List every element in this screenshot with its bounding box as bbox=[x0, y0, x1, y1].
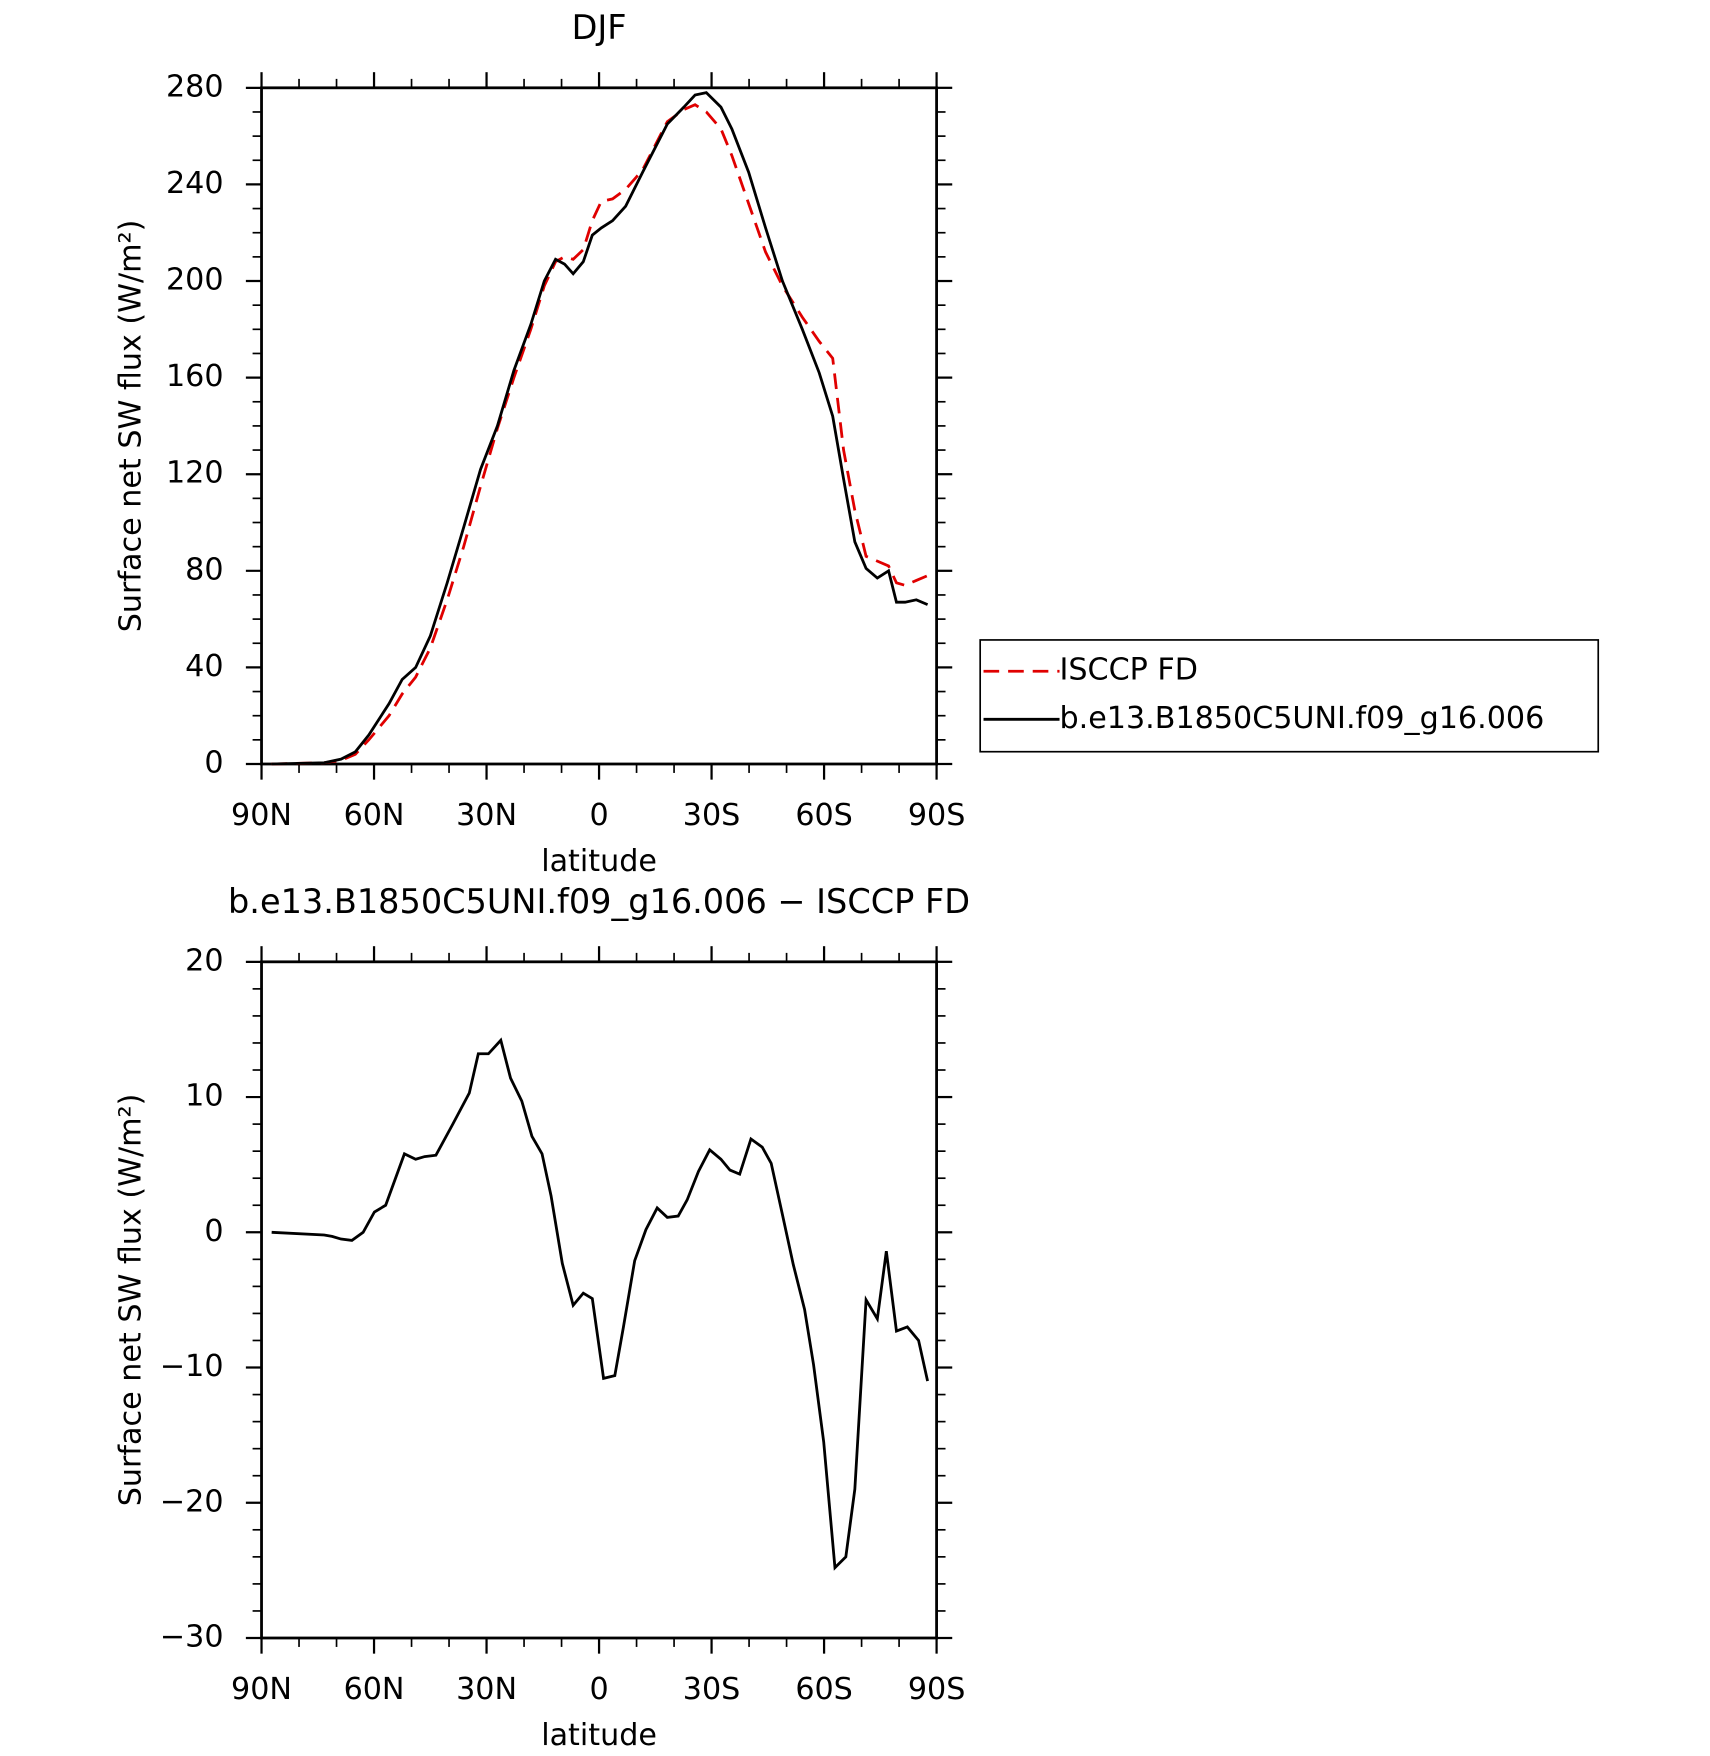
data-line bbox=[271, 91, 929, 766]
plot-frame bbox=[260, 86, 938, 766]
x-tick-label: 90N bbox=[231, 798, 292, 833]
plot-frame bbox=[260, 960, 938, 1640]
x-tick-label: 0 bbox=[589, 798, 608, 833]
x-tick-label: 30N bbox=[456, 1672, 517, 1707]
x-tick-label: 60N bbox=[344, 1672, 405, 1707]
x-tick-label: 30S bbox=[683, 798, 741, 833]
y-axis-title: Surface net SW flux (W/m²) bbox=[113, 220, 148, 633]
legend-label: ISCCP FD bbox=[1060, 653, 1199, 688]
x-tick-label: 30S bbox=[683, 1672, 741, 1707]
y-tick-label: 0 bbox=[204, 746, 223, 781]
y-tick-label: −30 bbox=[160, 1619, 224, 1654]
y-tick-label: 120 bbox=[166, 456, 224, 491]
legend-label: b.e13.B1850C5UNI.f09_g16.006 bbox=[1060, 701, 1545, 736]
y-tick-label: 200 bbox=[166, 263, 224, 298]
y-tick-label: 20 bbox=[185, 943, 223, 978]
y-tick-label: 0 bbox=[204, 1214, 223, 1249]
y-tick-label: 160 bbox=[166, 359, 224, 394]
x-axis-title: latitude bbox=[541, 1718, 657, 1753]
chart-title: b.e13.B1850C5UNI.f09_g16.006 − ISCCP FD bbox=[228, 882, 970, 921]
x-tick-label: 60S bbox=[795, 1672, 853, 1707]
x-tick-label: 90S bbox=[908, 1672, 966, 1707]
y-tick-label: 40 bbox=[185, 649, 223, 684]
y-tick-label: −10 bbox=[160, 1349, 224, 1384]
x-tick-label: 60S bbox=[795, 798, 853, 833]
y-tick-label: 280 bbox=[166, 69, 224, 104]
chart-title: DJF bbox=[572, 8, 627, 47]
x-tick-label: 0 bbox=[589, 1672, 608, 1707]
x-tick-label: 90N bbox=[231, 1672, 292, 1707]
x-tick-label: 90S bbox=[908, 798, 966, 833]
x-tick-label: 60N bbox=[344, 798, 405, 833]
data-line bbox=[271, 1037, 929, 1571]
legend-box bbox=[979, 639, 1600, 753]
y-tick-label: 10 bbox=[185, 1079, 223, 1114]
y-tick-label: −20 bbox=[160, 1484, 224, 1519]
data-line bbox=[271, 103, 929, 766]
x-tick-label: 30N bbox=[456, 798, 517, 833]
y-tick-label: 80 bbox=[185, 552, 223, 587]
x-axis-title: latitude bbox=[541, 844, 657, 879]
y-axis-title: Surface net SW flux (W/m²) bbox=[113, 1094, 148, 1507]
y-tick-label: 240 bbox=[166, 166, 224, 201]
